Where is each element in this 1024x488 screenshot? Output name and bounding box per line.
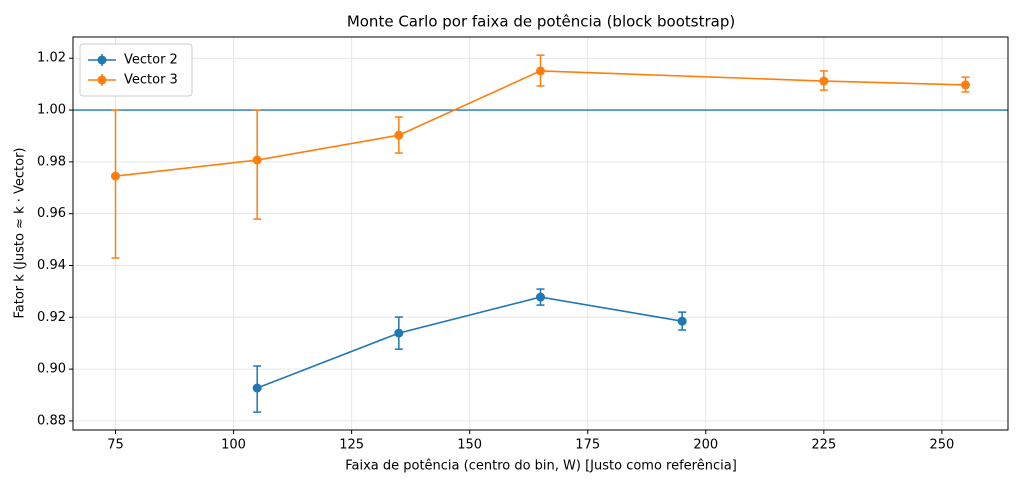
- y-tick-label: 0.98: [37, 154, 66, 169]
- x-tick-label: 100: [221, 438, 246, 453]
- y-tick-label: 1.00: [37, 103, 66, 118]
- plot-frame: [72, 36, 1009, 431]
- chart-title: Monte Carlo por faixa de potência (block…: [347, 13, 735, 31]
- series-line: [256, 296, 683, 389]
- point: [536, 66, 545, 76]
- x-tick-label: 225: [811, 438, 836, 453]
- x-axis-label: Faixa de potência (centro do bin, W) [Ju…: [345, 459, 737, 474]
- point: [252, 383, 262, 393]
- grid: [73, 37, 1008, 430]
- x-tick-label: 175: [575, 438, 600, 453]
- legend-label: Vector 3: [124, 73, 178, 88]
- legend-marker: [97, 75, 107, 85]
- y-tick-label: 0.90: [37, 362, 66, 377]
- point: [961, 80, 970, 90]
- y-tick-label: 0.92: [37, 310, 66, 325]
- x-tick-label: 250: [929, 438, 954, 453]
- y-tick-label: 0.88: [37, 413, 66, 428]
- legend: Vector 2 Vector 3: [79, 43, 193, 97]
- y-tick-label: 0.96: [37, 206, 66, 221]
- series-line: [115, 70, 966, 177]
- plot: [73, 54, 1008, 413]
- point: [111, 171, 120, 181]
- axes: 0.88 0.90 0.92 0.94 0.96 0.98 1.00 1.02 75 100 125…: [37, 51, 954, 453]
- point: [394, 130, 404, 140]
- y-axis-label: Fator k (Justo ≈ k · Vector): [13, 148, 28, 319]
- x-tick-label: 200: [693, 438, 718, 453]
- legend-marker: [97, 55, 107, 65]
- y-tick-label: 0.94: [37, 258, 66, 273]
- point: [677, 316, 687, 326]
- legend-label: Vector 2: [124, 53, 178, 68]
- x-tick-label: 75: [107, 438, 124, 453]
- point: [536, 292, 545, 302]
- point: [394, 328, 404, 338]
- legend-box: [79, 43, 193, 97]
- y-tick-label: 1.02: [37, 51, 66, 66]
- point: [252, 155, 262, 165]
- point: [819, 76, 829, 86]
- x-tick-label: 150: [457, 438, 482, 453]
- x-tick-label: 125: [339, 438, 364, 453]
